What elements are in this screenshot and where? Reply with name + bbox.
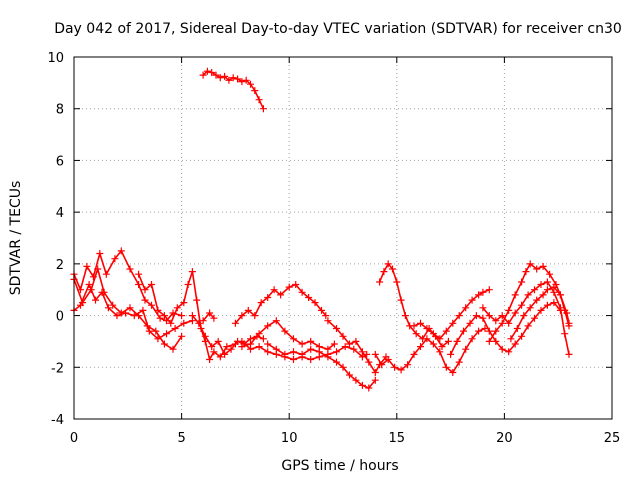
series-line xyxy=(241,340,368,361)
x-tick-label: 25 xyxy=(604,431,621,446)
y-tick-label: 2 xyxy=(56,258,64,273)
series-line xyxy=(73,283,194,340)
plot-frame xyxy=(73,56,613,420)
series-arc-m xyxy=(371,325,489,376)
plus-markers xyxy=(199,67,267,113)
y-tick-label: 0 xyxy=(56,310,64,325)
plus-markers xyxy=(264,340,379,392)
y-tick-label: 6 xyxy=(56,154,64,169)
x-tick-label: 0 xyxy=(70,431,78,446)
y-tick-label: 8 xyxy=(56,103,64,118)
plus-markers xyxy=(231,281,330,327)
series-arc-s xyxy=(507,283,573,343)
x-tick-label: 20 xyxy=(496,431,513,446)
y-tick-label: 10 xyxy=(47,51,64,66)
series-arc-p xyxy=(447,299,564,358)
series-line xyxy=(374,327,486,374)
plus-markers xyxy=(447,299,564,358)
data-series xyxy=(70,67,573,392)
y-axis-label: SDTVAR / TECUs xyxy=(8,181,24,296)
series-arc-d xyxy=(135,268,239,363)
chart-title: Day 042 of 2017, Sidereal Day-to-day VTE… xyxy=(54,21,622,37)
series-line xyxy=(137,270,237,361)
grid xyxy=(74,57,612,419)
plus-markers xyxy=(199,309,218,325)
series-arc-r xyxy=(479,278,573,358)
plus-markers xyxy=(371,325,489,376)
x-tick-label: 10 xyxy=(281,431,298,446)
series-arc-f xyxy=(199,309,218,325)
series-arc-i xyxy=(238,317,338,353)
y-tick-label: -4 xyxy=(51,413,64,428)
series-arc-c xyxy=(70,281,196,343)
x-tick-label: 15 xyxy=(389,431,406,446)
series-line xyxy=(327,319,387,374)
series-line xyxy=(73,250,183,322)
plus-markers xyxy=(479,278,573,358)
series-arc-k xyxy=(264,340,379,392)
x-axis-label: GPS time / hours xyxy=(281,458,398,474)
plus-markers xyxy=(507,283,573,343)
series-arc-o xyxy=(410,286,493,343)
y-tick-label: 4 xyxy=(56,206,64,221)
axis-ticks: 0 5 10 15 20 25 -4 -2 0 2 4 6 8 10 xyxy=(47,51,620,446)
plus-markers xyxy=(238,317,338,353)
plus-markers xyxy=(485,260,573,345)
series-arc-h xyxy=(199,67,267,113)
x-tick-label: 5 xyxy=(177,431,185,446)
series-line xyxy=(449,301,562,356)
y-tick-label: -2 xyxy=(51,361,64,376)
plus-markers xyxy=(135,268,239,363)
series-arc-g xyxy=(231,281,330,327)
plus-markers xyxy=(410,286,493,343)
